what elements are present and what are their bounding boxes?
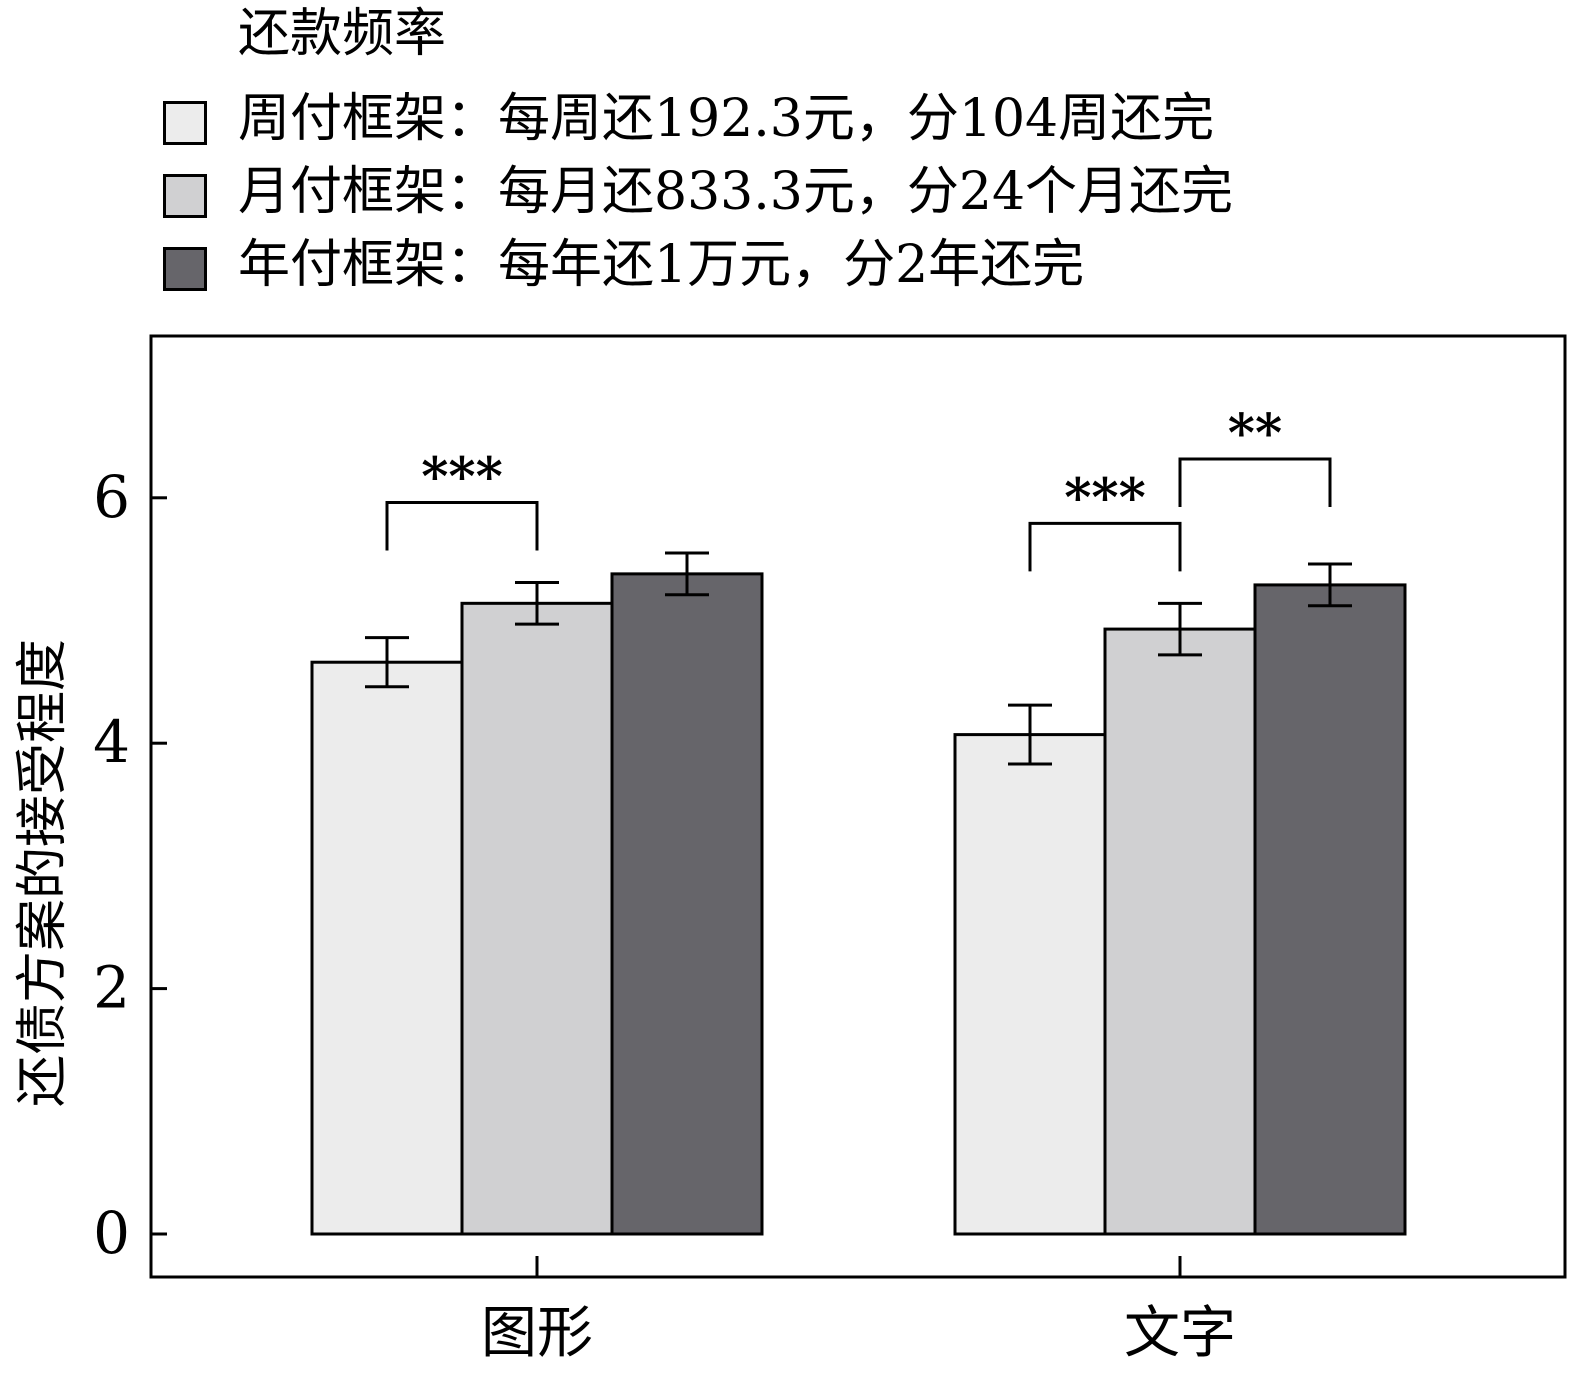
x-tick-label: 文字: [1124, 1301, 1236, 1366]
significance-bracket: [1028, 521, 1182, 572]
significance-label: ***: [421, 446, 503, 507]
legend-label-yearly: 年付框架：每年还1万元，分2年还完: [238, 235, 1085, 295]
legend-title: 还款频率: [238, 4, 447, 64]
bar-文字-series-3: [1253, 583, 1407, 1236]
bar-文字-series-1: [953, 733, 1107, 1236]
legend-swatch-yearly: [163, 247, 207, 291]
plot-frame: [149, 334, 1567, 1279]
significance-bracket: [385, 500, 539, 551]
bar-图形-series-3: [610, 572, 764, 1236]
bar-文字-series-2: [1103, 627, 1257, 1236]
significance-bracket: [1178, 457, 1332, 508]
y-tick-label: 2: [93, 954, 130, 1022]
significance-label: ***: [1064, 467, 1146, 528]
x-tick-label: 图形: [481, 1301, 593, 1366]
y-tick-label: 0: [93, 1199, 130, 1267]
legend-label-monthly: 月付框架：每月还833.3元，分24个月还完: [238, 162, 1234, 222]
significance-label: **: [1228, 403, 1282, 464]
y-axis-label: 还债方案的接受程度: [13, 639, 73, 1107]
legend-swatch-monthly: [163, 174, 207, 218]
bar-图形-series-2: [460, 601, 614, 1236]
legend-swatch-weekly: [163, 101, 207, 145]
legend-label-weekly: 周付框架：每周还192.3元，分104周还完: [238, 89, 1215, 149]
y-tick-label: 4: [93, 708, 130, 776]
bar-图形-series-1: [310, 660, 464, 1236]
y-tick-label: 6: [93, 463, 130, 531]
